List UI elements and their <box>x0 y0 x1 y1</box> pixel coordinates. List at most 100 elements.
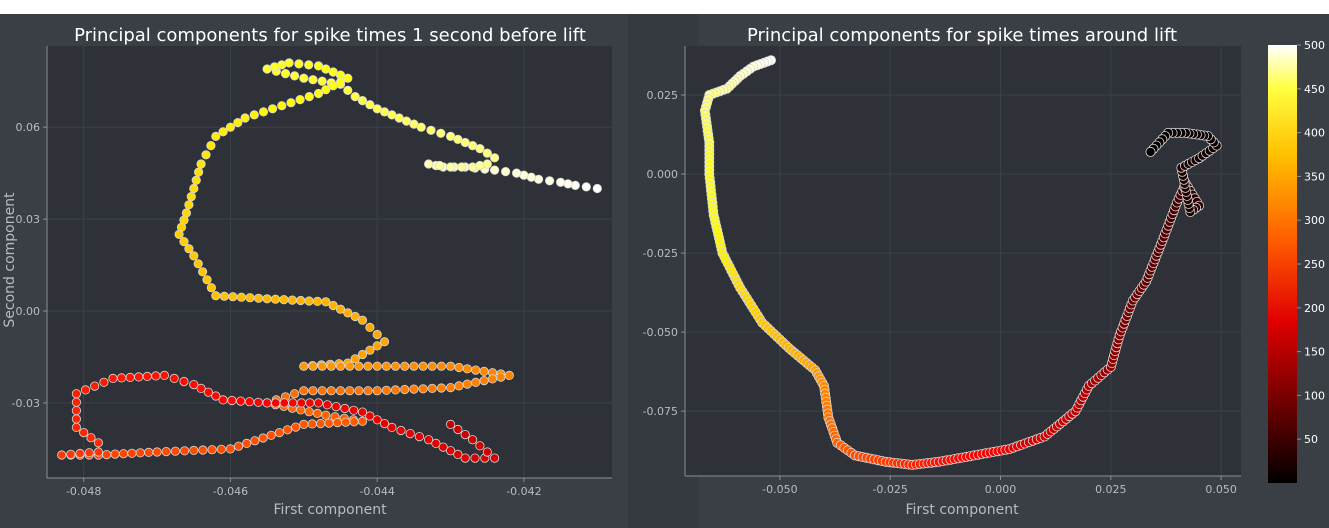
data-point <box>345 386 355 396</box>
data-point <box>186 192 196 202</box>
data-point <box>400 361 410 371</box>
data-point <box>202 275 212 285</box>
data-point <box>287 295 297 305</box>
data-point <box>372 104 382 114</box>
data-point <box>66 449 76 459</box>
data-point <box>228 292 238 302</box>
data-point <box>304 296 314 306</box>
data-point <box>75 448 85 459</box>
data-point <box>152 447 162 457</box>
data-point <box>179 376 189 387</box>
data-point <box>372 329 382 340</box>
data-point <box>445 131 456 141</box>
data-point <box>254 293 264 303</box>
data-point <box>308 75 318 85</box>
data-point <box>225 122 235 132</box>
data-point <box>436 128 446 138</box>
data-point <box>482 159 492 169</box>
data-point <box>193 259 203 269</box>
data-point <box>317 361 327 371</box>
data-point <box>279 294 289 305</box>
data-point <box>462 379 472 389</box>
data-point <box>390 361 401 371</box>
data-point <box>142 371 152 381</box>
data-point <box>349 405 359 415</box>
data-point <box>305 398 315 408</box>
data-point <box>321 85 331 95</box>
data-point <box>211 291 221 301</box>
data-point <box>234 441 244 451</box>
data-point <box>365 100 375 110</box>
data-point <box>489 165 500 175</box>
data-point <box>207 445 217 455</box>
data-point <box>482 148 492 158</box>
data-point <box>343 73 353 83</box>
x-tick-label: -0.042 <box>506 485 541 498</box>
data-point <box>170 446 180 456</box>
data-point <box>249 110 259 120</box>
data-point <box>434 160 445 171</box>
data-point <box>291 422 301 432</box>
data-point <box>326 386 336 396</box>
data-point <box>198 267 208 277</box>
data-point <box>365 322 375 332</box>
data-point <box>1145 146 1156 157</box>
colorbar-tick-label: 350 <box>1304 170 1325 183</box>
points-left <box>57 58 602 463</box>
data-point <box>227 395 237 406</box>
y-tick-label: 0.03 <box>16 213 41 226</box>
data-point <box>299 386 309 396</box>
x-ticks-left: -0.048 -0.046 -0.044 -0.042 <box>66 478 542 498</box>
data-point <box>304 407 314 417</box>
data-point <box>322 400 332 410</box>
data-point <box>400 384 410 395</box>
data-point <box>471 365 481 375</box>
x-tick-label: -0.044 <box>359 485 394 498</box>
data-point <box>270 294 281 304</box>
data-point <box>218 127 228 137</box>
colorbar-tick-label: 200 <box>1304 302 1325 315</box>
data-point <box>80 385 91 395</box>
data-point <box>242 438 252 448</box>
data-point <box>511 168 522 178</box>
data-point <box>99 377 109 387</box>
data-point <box>445 446 456 456</box>
chart-right: -0.050 -0.025 0.000 0.025 0.050 -0.075 -0.050… <box>643 25 1241 518</box>
data-point <box>312 408 322 418</box>
colorbar-tick-label: 100 <box>1304 389 1325 402</box>
data-point <box>194 167 204 177</box>
data-point <box>71 414 82 424</box>
data-point <box>372 386 382 396</box>
data-point <box>240 113 250 123</box>
data-point <box>307 419 317 429</box>
data-point <box>431 438 441 448</box>
data-point <box>315 418 326 429</box>
x-tick-label: 0.000 <box>985 483 1017 496</box>
data-point <box>250 436 260 446</box>
colorbar <box>1268 45 1297 483</box>
data-point <box>372 361 382 371</box>
data-point <box>288 398 298 408</box>
data-point <box>423 435 434 445</box>
data-point <box>184 244 194 254</box>
points-right <box>699 55 1222 470</box>
data-point <box>317 386 327 396</box>
data-point <box>418 361 428 371</box>
data-point <box>471 377 481 387</box>
data-point <box>372 341 382 351</box>
data-point <box>93 447 104 457</box>
data-point <box>308 386 318 396</box>
data-point <box>460 429 470 440</box>
data-point <box>71 405 82 416</box>
data-point <box>253 397 263 407</box>
data-point <box>418 384 428 394</box>
data-point <box>267 104 278 114</box>
data-point <box>135 448 145 458</box>
data-point <box>244 397 255 407</box>
data-point <box>365 345 375 355</box>
data-point <box>296 398 306 408</box>
data-point <box>445 419 456 429</box>
data-point <box>453 424 463 435</box>
data-point <box>169 373 179 383</box>
data-point <box>365 411 375 421</box>
